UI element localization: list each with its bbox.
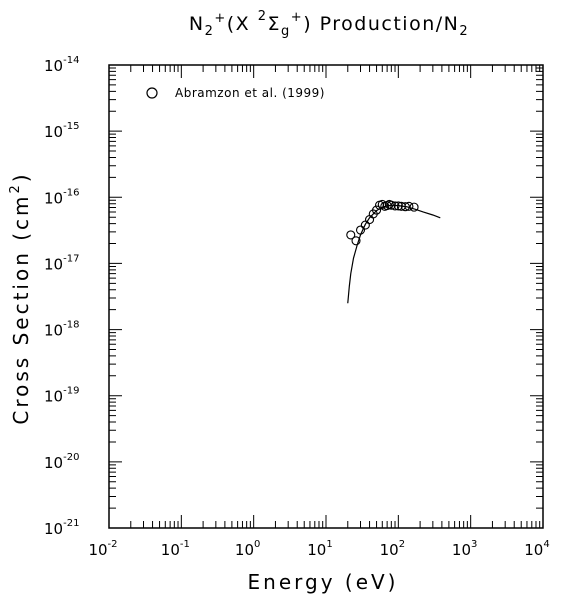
y-tick-labels: 10-14 10-15 10-16 10-17 10-18 10-19 10-20 10-21 (44, 55, 79, 538)
fit-curve (347, 204, 441, 304)
y-tick-label: 10-15 (44, 121, 79, 141)
data-point (377, 199, 387, 209)
y-tick-label: 10-20 (44, 452, 79, 472)
data-point (409, 202, 419, 212)
x-tick-label: 10-1 (161, 539, 190, 559)
x-tick-label: 100 (235, 539, 260, 559)
data-points (346, 199, 419, 246)
x-tick-labels: 10-2 10-1 100 101 102 103 104 (88, 539, 549, 559)
y-tick-label: 10-16 (44, 187, 79, 207)
x-tick-label: 10-2 (88, 539, 117, 559)
x-tick-label: 102 (380, 539, 405, 559)
legend-marker (146, 87, 158, 99)
data-point (393, 201, 403, 211)
data-point (364, 215, 375, 225)
axis-ticks (108, 64, 544, 529)
x-tick-label: 103 (452, 539, 477, 559)
data-point (351, 236, 361, 246)
data-point (400, 202, 410, 212)
legend-label: Abramzon et al. (1999) (175, 86, 325, 100)
y-tick-label: 10-14 (44, 55, 79, 75)
data-point (386, 200, 396, 210)
data-point (404, 201, 414, 211)
x-axis-label: Energy (eV) (248, 570, 399, 594)
data-point (346, 230, 356, 240)
x-tick-label: 104 (524, 539, 549, 559)
data-point (355, 225, 366, 235)
legend: Abramzon et al. (1999) (146, 86, 325, 100)
y-tick-label: 10-17 (44, 253, 79, 273)
y-tick-label: 10-18 (44, 320, 79, 340)
plot-frame (108, 64, 544, 529)
data-point (390, 201, 400, 211)
chart-title: N2+(X 2Σg+) Production/N2 (189, 9, 469, 39)
tick-marks (108, 64, 544, 529)
y-tick-label: 10-19 (44, 386, 79, 406)
x-tick-label: 101 (307, 539, 332, 559)
y-tick-label: 10-21 (44, 518, 79, 538)
y-axis-label: Cross Section (cm2) (8, 171, 33, 424)
data-point (372, 205, 382, 215)
